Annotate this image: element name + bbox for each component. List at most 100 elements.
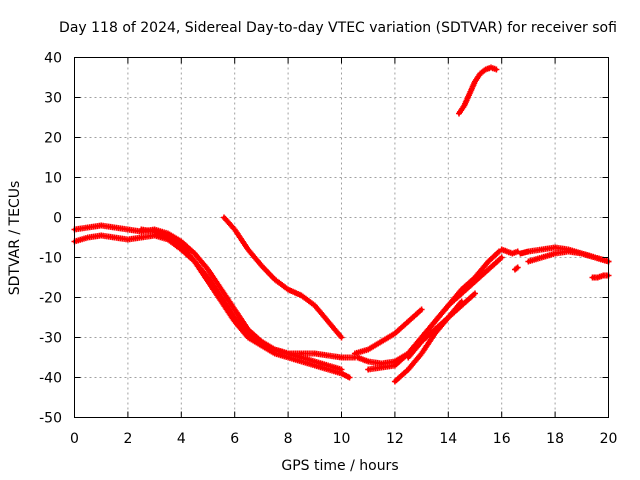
data-point <box>393 379 397 384</box>
data-point <box>580 251 584 256</box>
data-point <box>339 335 344 340</box>
data-point <box>126 237 130 242</box>
data-point <box>366 347 370 352</box>
x-tick-label: 6 <box>230 431 239 447</box>
data-point <box>99 223 103 228</box>
data-point <box>553 245 557 250</box>
data-point <box>420 307 424 312</box>
y-tick-label: 40 <box>44 51 62 67</box>
data-markers <box>71 64 612 385</box>
data-point <box>460 303 464 308</box>
data-point <box>516 265 520 270</box>
data-point <box>313 359 317 364</box>
data-point <box>510 251 514 256</box>
data-point <box>540 255 544 260</box>
data-point <box>286 287 290 292</box>
data-point <box>179 239 183 244</box>
data-point <box>193 259 197 264</box>
data-point <box>494 67 498 72</box>
series-track-d <box>221 214 345 341</box>
series-track-k <box>498 246 521 257</box>
series-track-n <box>512 264 521 273</box>
x-tick-label: 18 <box>546 431 564 447</box>
data-point <box>393 363 397 368</box>
data-point <box>233 227 237 232</box>
data-point <box>540 247 544 252</box>
x-tick-label: 0 <box>70 431 79 447</box>
data-point <box>299 293 304 298</box>
data-point <box>273 277 277 282</box>
data-point <box>446 315 450 320</box>
data-point <box>233 307 237 312</box>
data-point <box>478 71 482 76</box>
data-point <box>273 351 277 356</box>
x-axis-title: GPS time / hours <box>281 458 398 474</box>
chart-title: Day 118 of 2024, Sidereal Day-to-day VTE… <box>59 20 617 36</box>
y-axis-title: SDTVAR / TECUs <box>7 181 23 296</box>
data-point <box>273 347 277 352</box>
data-point <box>433 319 437 324</box>
series-track-g <box>365 254 505 373</box>
data-point <box>473 79 477 84</box>
data-point <box>326 319 330 324</box>
data-point <box>339 367 344 372</box>
data-point <box>516 249 520 254</box>
data-point <box>233 319 237 324</box>
data-point <box>313 351 317 356</box>
data-point <box>406 319 410 324</box>
x-tick-label: 8 <box>284 431 293 447</box>
data-point <box>526 259 531 264</box>
data-point <box>219 287 223 292</box>
data-point <box>139 235 143 240</box>
data-point <box>347 375 352 380</box>
data-point <box>489 65 493 70</box>
data-point <box>513 267 517 272</box>
data-point <box>379 365 384 370</box>
data-point <box>473 291 477 296</box>
x-tick-label: 12 <box>386 431 404 447</box>
data-point <box>166 231 170 236</box>
data-point <box>593 255 597 260</box>
data-point <box>596 275 600 280</box>
y-tick-label: -20 <box>39 291 62 307</box>
data-point <box>379 361 384 366</box>
data-point <box>379 339 384 344</box>
data-point <box>326 367 330 372</box>
data-point <box>406 367 410 372</box>
data-point <box>299 355 304 360</box>
data-point <box>355 355 360 360</box>
data-point <box>246 247 250 252</box>
data-point <box>206 267 210 272</box>
y-tick-label: -40 <box>39 371 62 387</box>
series-track-j <box>456 64 500 117</box>
data-point <box>553 251 557 256</box>
data-point <box>353 351 357 356</box>
data-point <box>460 291 464 296</box>
data-point <box>433 327 437 332</box>
data-point <box>339 371 344 376</box>
series-track-i <box>405 290 478 361</box>
data-point <box>286 355 290 360</box>
data-point <box>126 227 130 232</box>
data-point <box>246 335 250 340</box>
y-tick-label: 10 <box>44 171 62 187</box>
data-point <box>299 359 304 364</box>
data-point <box>313 363 317 368</box>
data-point <box>406 355 410 360</box>
data-point <box>486 267 490 272</box>
axis-ticks: 0 2 4 6 8 10 12 14 16 18 20 -50 -40 -30 -20 -10 0 10 20 30 4… <box>39 51 617 448</box>
data-point <box>86 225 90 230</box>
data-point <box>468 91 472 96</box>
data-point <box>590 275 595 280</box>
data-point <box>366 367 370 372</box>
data-point <box>259 263 263 268</box>
data-point <box>326 353 330 358</box>
data-point <box>153 233 157 238</box>
data-point <box>500 247 504 252</box>
data-point <box>486 259 490 264</box>
data-point <box>286 351 290 356</box>
data-point <box>86 235 90 240</box>
data-point <box>193 251 197 256</box>
